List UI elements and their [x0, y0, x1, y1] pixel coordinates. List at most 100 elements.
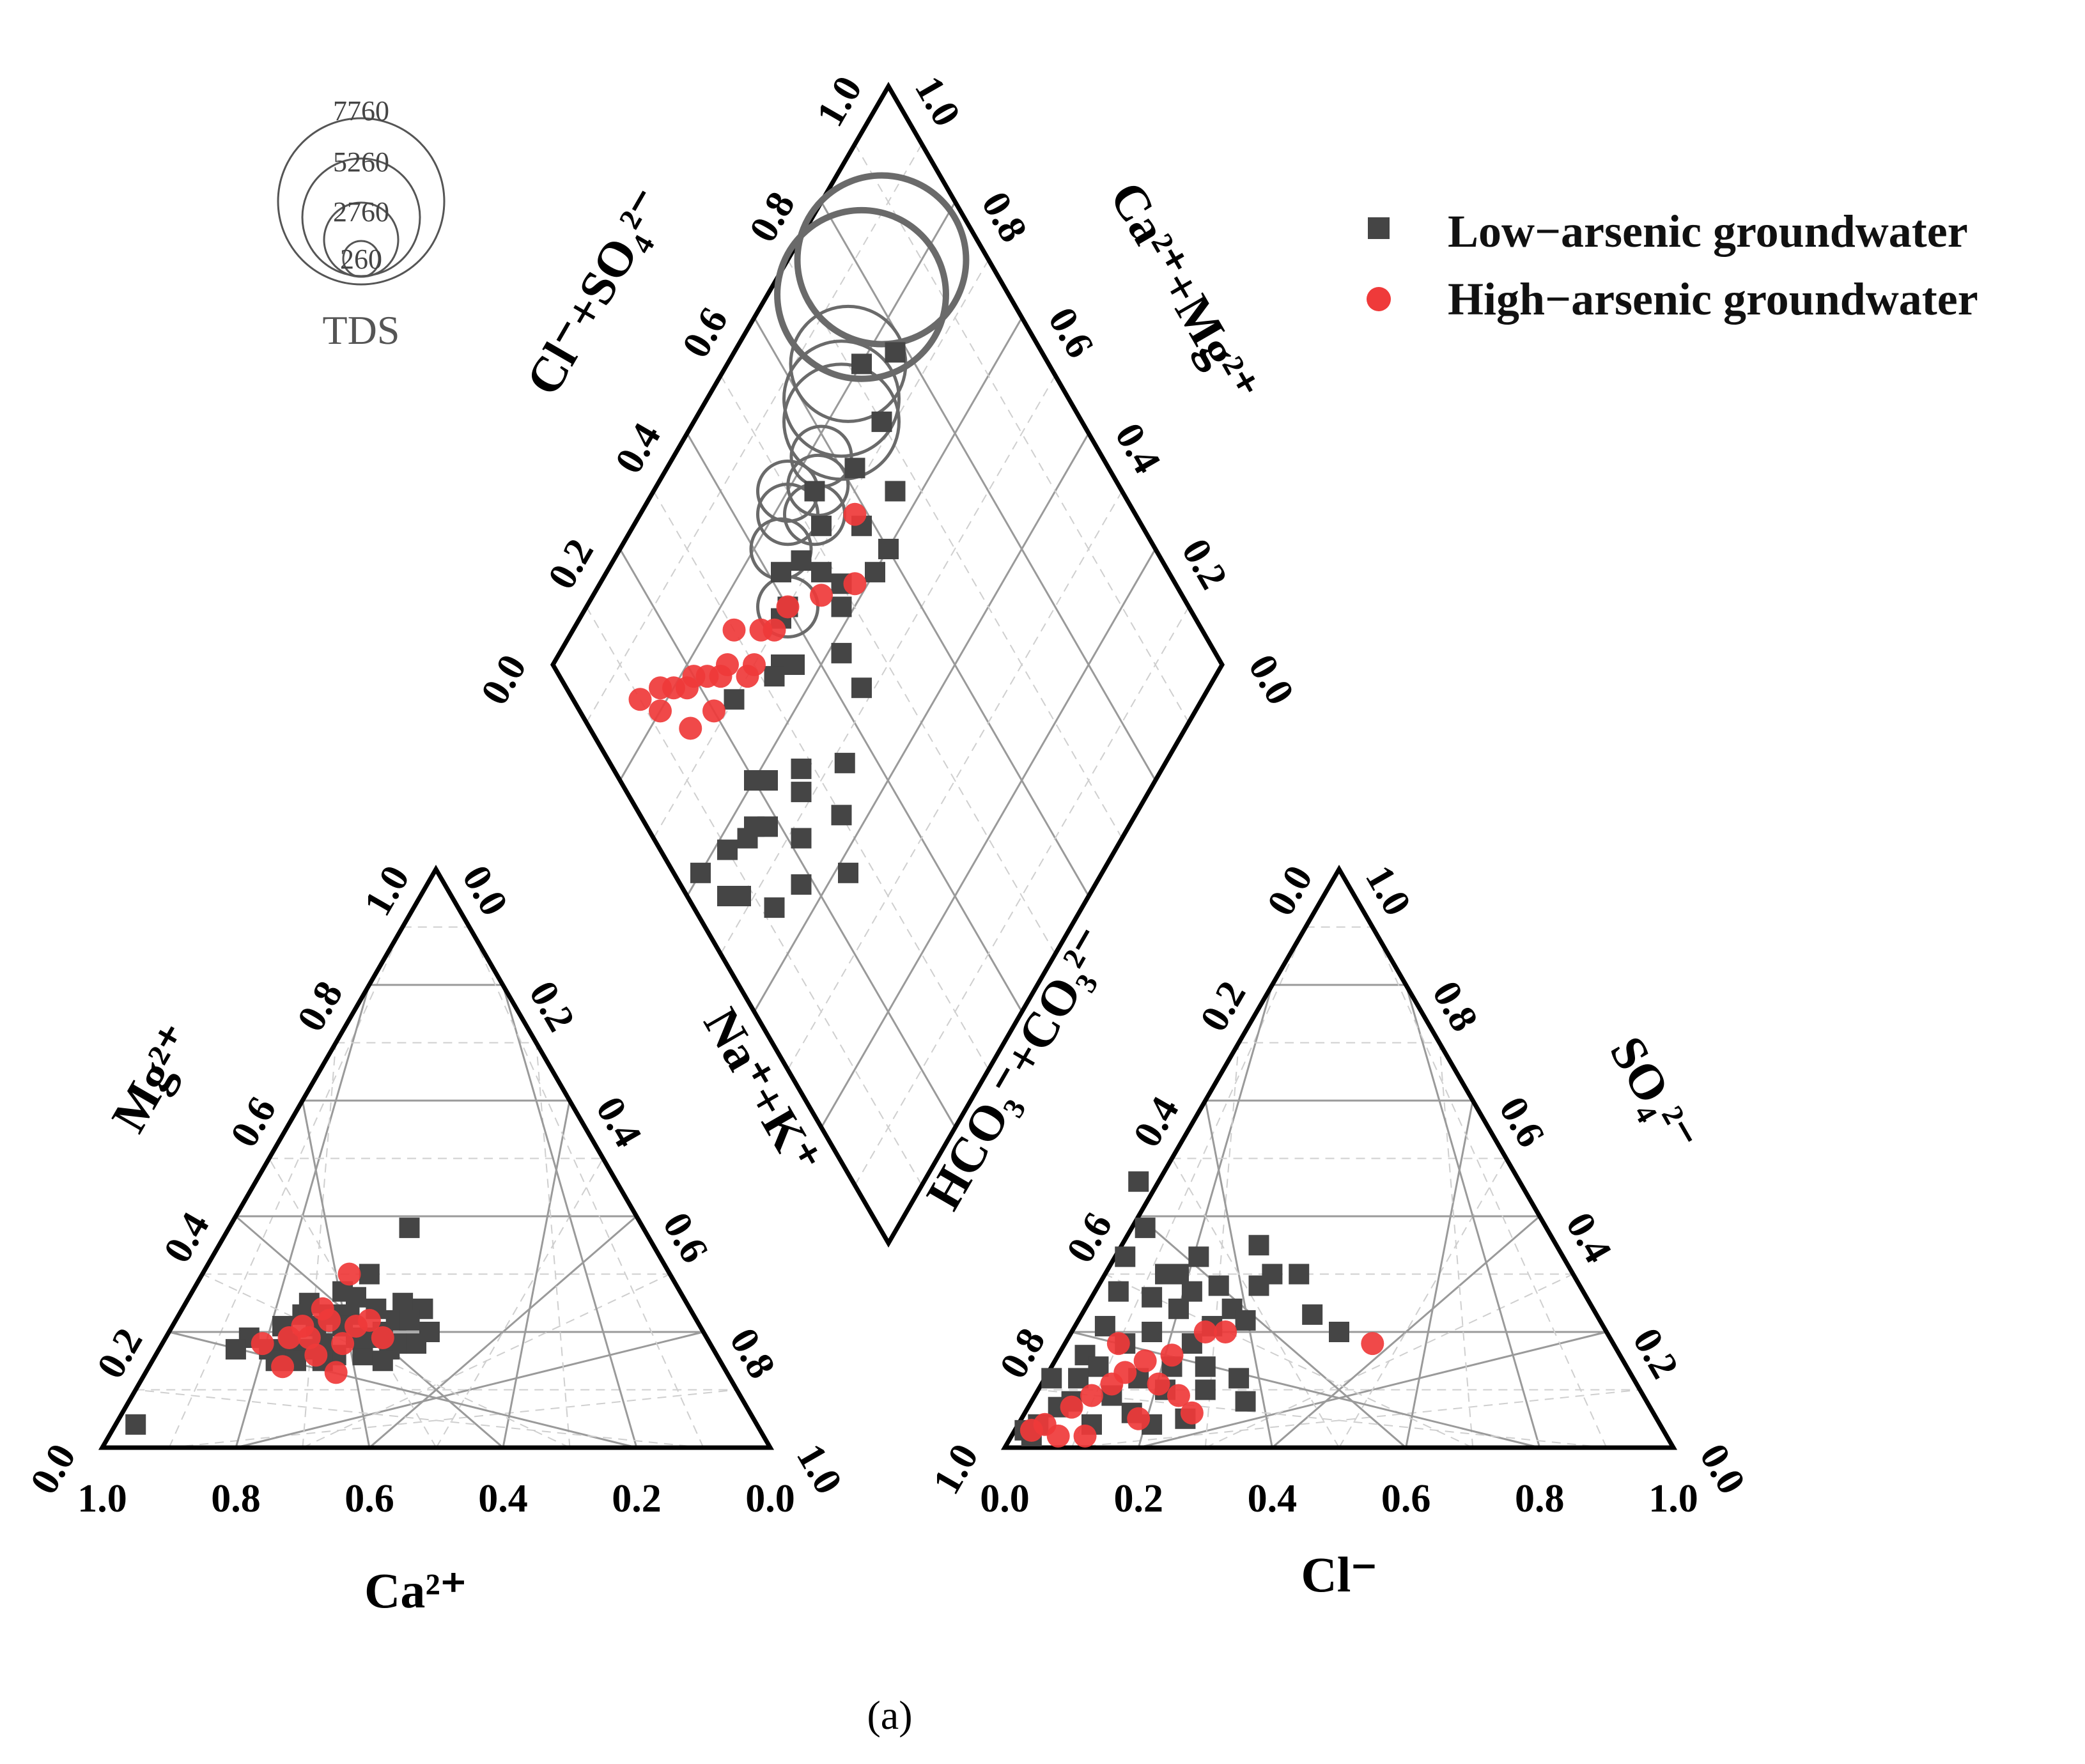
cation-low-point — [372, 1350, 393, 1372]
cation-high-point — [311, 1297, 334, 1320]
diamond-low-point — [791, 828, 812, 849]
anion-grid-l — [1038, 1389, 1607, 1448]
cation-high-point — [337, 1262, 361, 1286]
anion-grid-r — [1405, 984, 1541, 1448]
diamond-grid-b — [787, 490, 1123, 1071]
diamond-grid-b — [854, 607, 1190, 1186]
anion-low-point — [1302, 1304, 1323, 1325]
diamond-grid-b — [585, 143, 923, 723]
diamond-grid-a — [753, 317, 1090, 897]
anion-tick-right: 0.0 — [1691, 1437, 1754, 1501]
diamond-low-point — [838, 862, 858, 883]
anion-low-point — [1142, 1287, 1163, 1308]
frame-layer — [98, 82, 1678, 1450]
anion-low-point — [1235, 1310, 1256, 1331]
anion-high-point — [1214, 1320, 1237, 1343]
diamond-low-point — [831, 596, 852, 617]
cation-grid-r — [502, 1100, 571, 1448]
anion-low-point — [1108, 1281, 1129, 1302]
anion-grid-r — [1405, 1100, 1474, 1448]
diamond-tick-ul: 1.0 — [808, 69, 871, 134]
anion-high-point — [1080, 1384, 1103, 1407]
anion-low-point — [1289, 1264, 1310, 1285]
diamond-high-point — [649, 676, 672, 700]
anion-low-point — [1329, 1322, 1349, 1342]
axis-title-so4: SO₄²⁻ — [1599, 1027, 1709, 1161]
diamond-low-point — [791, 782, 812, 803]
cation-grid-r — [369, 1215, 637, 1449]
axis-title-cl: Cl⁻ — [1301, 1547, 1377, 1602]
cation-grid-l — [268, 1157, 437, 1448]
legend-low-label: Low−arsenic groundwater — [1448, 206, 1968, 257]
diamond-low-point — [851, 353, 872, 375]
diamond-low-point — [737, 828, 758, 849]
diamond-low-point — [831, 642, 852, 663]
legend-circle-icon — [1367, 287, 1391, 311]
diamond-low-point — [878, 539, 899, 559]
diamond-tick-ul: 0.2 — [539, 532, 602, 596]
anion-grid-r — [1071, 1389, 1640, 1448]
diamond-high-point — [649, 699, 672, 723]
diamond-tick-ul: 0.0 — [472, 647, 535, 712]
anion-grid-r — [1372, 927, 1608, 1448]
diamond-tick-ur: 0.0 — [1240, 647, 1303, 712]
anion-high-point — [1060, 1395, 1083, 1419]
cation-grid-r — [169, 1389, 737, 1448]
legend-square-icon — [1368, 217, 1390, 239]
diamond-high-point — [702, 699, 725, 723]
diamond-tick-ur: 0.8 — [973, 185, 1035, 249]
anion-low-point — [1168, 1298, 1189, 1319]
diamond-low-point — [717, 839, 738, 860]
anion-grid-l — [1171, 1157, 1340, 1448]
anion-low-point — [1128, 1171, 1149, 1192]
anion-tick-left: 1.0 — [924, 1437, 987, 1501]
cation-tick-right: 1.0 — [788, 1437, 851, 1501]
anion-tick-bottom: 0.8 — [1515, 1477, 1565, 1520]
anion-low-point — [1229, 1368, 1250, 1389]
diamond-low-point — [804, 481, 825, 502]
diamond-grid-b — [820, 548, 1156, 1128]
diamond-tick-ul: 0.6 — [674, 300, 736, 365]
anion-grid-r — [1338, 1157, 1507, 1448]
anion-tick-bottom: 0.0 — [980, 1477, 1030, 1520]
anion-low-point — [1135, 1218, 1156, 1239]
cation-high-point — [324, 1361, 348, 1384]
cation-low-point — [352, 1345, 373, 1366]
cation-low-point — [125, 1414, 146, 1435]
anion-tick-bottom: 0.2 — [1113, 1477, 1163, 1520]
diamond-low-point — [771, 562, 791, 583]
anion-high-point — [1133, 1349, 1157, 1373]
anion-low-point — [1068, 1368, 1089, 1389]
cation-high-point — [331, 1332, 355, 1356]
cation-tick-bottom: 0.8 — [211, 1477, 261, 1520]
diamond-low-point — [757, 770, 778, 791]
diamond-low-point — [871, 411, 892, 432]
anion-high-point — [1361, 1332, 1384, 1356]
anion-low-point — [1195, 1379, 1216, 1400]
anion-low-point — [1248, 1235, 1269, 1256]
anion-low-point — [1041, 1368, 1062, 1389]
anion-low-point — [1088, 1356, 1109, 1377]
cation-tick-bottom: 1.0 — [77, 1477, 127, 1520]
anion-tick-bottom: 1.0 — [1648, 1477, 1698, 1520]
axis-title-ca: Ca²⁺ — [364, 1563, 467, 1618]
legend-high-label: High−arsenic groundwater — [1448, 274, 1978, 325]
diamond-grid-a — [653, 490, 989, 1071]
diamond-grid-a — [720, 375, 1056, 955]
diamond-tds-circle — [794, 172, 970, 348]
cation-tick-bottom: 0.2 — [612, 1477, 662, 1520]
cation-tick-left: 0.0 — [22, 1437, 84, 1501]
cation-grid-l — [169, 1331, 637, 1449]
cation-low-point — [225, 1339, 246, 1360]
axis-title-mg: Mg²⁺ — [100, 1015, 205, 1141]
cation-frame — [98, 864, 775, 1450]
axis-title-ca-mg: Ca²⁺+Mg²⁺ — [1099, 173, 1269, 412]
diamond-low-point — [851, 677, 872, 699]
tds-label-5260: 5260 — [333, 146, 389, 178]
diamond-tick-ur: 1.0 — [906, 69, 969, 134]
cation-high-point — [271, 1355, 295, 1379]
cation-grid-r — [435, 1158, 604, 1448]
diamond-grid-a — [854, 144, 1190, 723]
diamond-tick-ur: 0.2 — [1173, 532, 1236, 596]
